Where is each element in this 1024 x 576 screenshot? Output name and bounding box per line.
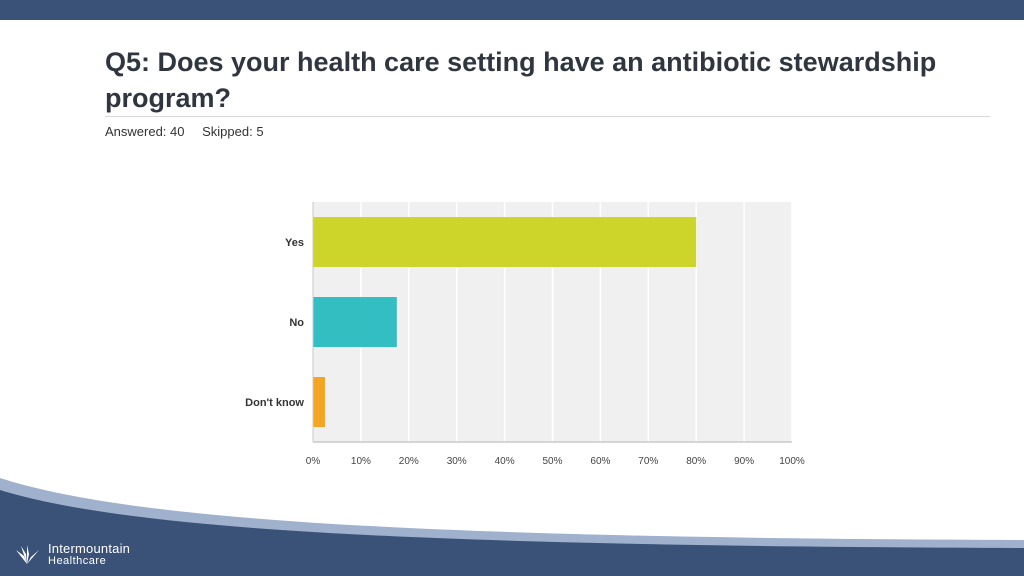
top-banner [0,0,1024,20]
x-tick-label: 30% [447,456,467,467]
category-label: No [289,317,304,329]
x-tick-label: 50% [542,456,562,467]
footer-band [0,490,1024,576]
x-tick-label: 90% [734,456,754,467]
category-labels: Yes No Don't know [245,237,304,409]
answered-count: Answered: 40 [105,124,185,139]
bar [313,217,697,267]
x-tick-label: 100% [779,456,805,467]
category-label: Don't know [245,397,304,409]
page-title: Q5: Does your health care setting have a… [105,47,937,113]
tick-labels: 0% 10% 20% 30% 40% 50% 60% 70% 80% 90% 100% [306,456,805,467]
x-tick-label: 20% [399,456,419,467]
response-stats: Answered: 40 Skipped: 5 [105,124,278,139]
bars [313,217,697,427]
bar [313,377,325,427]
brand-name-line2: Healthcare [48,555,107,567]
x-tick-label: 40% [495,456,515,467]
category-label: Yes [285,237,304,249]
x-tick-label: 70% [638,456,658,467]
brand-name-line1: Intermountain [48,541,131,556]
x-tick-label: 10% [351,456,371,467]
title-divider [105,116,990,117]
x-tick-label: 0% [306,456,321,467]
bar [313,297,397,347]
skipped-count: Skipped: 5 [202,124,264,139]
sunburst-logo-icon [16,545,39,564]
x-tick-label: 80% [686,456,706,467]
x-tick-label: 60% [590,456,610,467]
intermountain-logo: Intermountain Healthcare [12,541,130,569]
